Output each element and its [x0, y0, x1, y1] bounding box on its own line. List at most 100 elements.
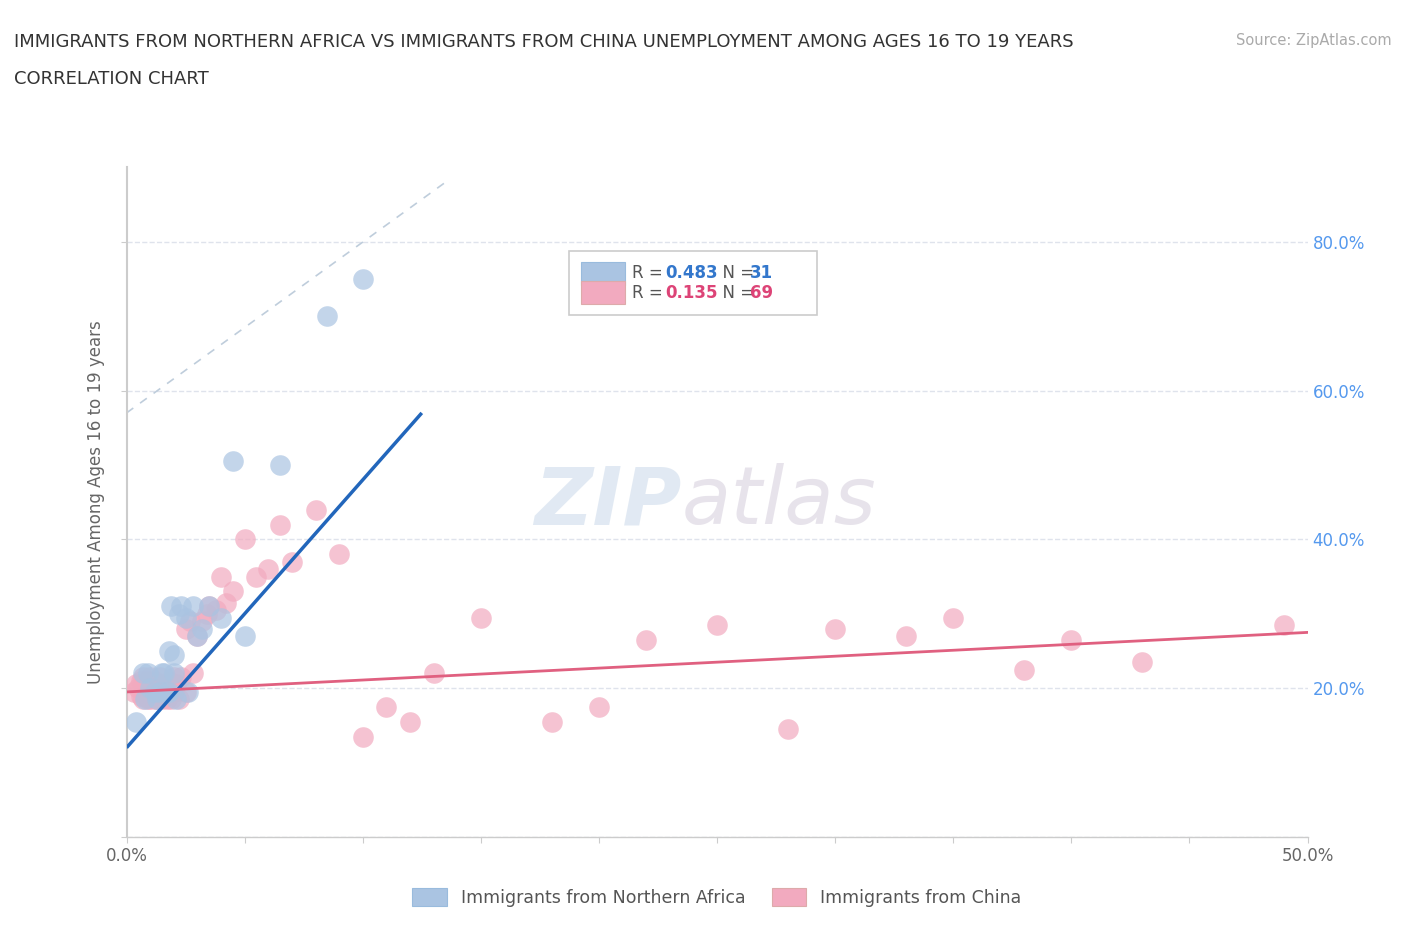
FancyBboxPatch shape	[569, 251, 817, 314]
Point	[143, 684, 166, 699]
Point	[160, 692, 183, 707]
Point	[257, 562, 280, 577]
Point	[186, 629, 208, 644]
Point	[153, 684, 176, 699]
Point	[167, 606, 190, 621]
Point	[134, 677, 156, 692]
Point	[399, 714, 422, 729]
Point	[163, 684, 186, 699]
Point	[149, 670, 172, 684]
Point	[422, 666, 444, 681]
Point	[824, 621, 846, 636]
Point	[328, 547, 350, 562]
Text: 0.135: 0.135	[665, 284, 717, 301]
Point	[1060, 632, 1083, 647]
Point	[191, 614, 214, 629]
Point	[132, 692, 155, 707]
Point	[352, 272, 374, 286]
Point	[1272, 618, 1295, 632]
Point	[170, 670, 193, 684]
Point	[136, 673, 159, 688]
Point	[233, 629, 256, 644]
Point	[215, 595, 238, 610]
Point	[139, 692, 162, 707]
Text: N =: N =	[713, 264, 759, 282]
Point	[195, 606, 218, 621]
Point	[163, 647, 186, 662]
Point	[174, 610, 197, 625]
Point	[588, 699, 610, 714]
Point	[139, 681, 162, 696]
Point	[134, 684, 156, 699]
Point	[222, 584, 245, 599]
Point	[470, 610, 492, 625]
Text: N =: N =	[713, 284, 759, 301]
Point	[1130, 655, 1153, 670]
Point	[122, 684, 145, 699]
Text: atlas: atlas	[682, 463, 876, 541]
Point	[127, 681, 149, 696]
Point	[163, 670, 186, 684]
Text: R =: R =	[633, 284, 668, 301]
Point	[146, 692, 169, 707]
Text: ZIP: ZIP	[534, 463, 682, 541]
Point	[160, 599, 183, 614]
Point	[181, 666, 204, 681]
Point	[636, 632, 658, 647]
Point	[139, 681, 162, 696]
Point	[129, 688, 152, 703]
Point	[281, 554, 304, 569]
Point	[170, 599, 193, 614]
Point	[156, 684, 179, 699]
Point	[894, 629, 917, 644]
Point	[186, 629, 208, 644]
Point	[143, 692, 166, 707]
Point	[540, 714, 562, 729]
Point	[316, 309, 339, 324]
Point	[269, 517, 291, 532]
Point	[352, 729, 374, 744]
Point	[167, 692, 190, 707]
Point	[125, 714, 148, 729]
Text: Source: ZipAtlas.com: Source: ZipAtlas.com	[1236, 33, 1392, 47]
Point	[125, 677, 148, 692]
Point	[129, 673, 152, 688]
Text: 31: 31	[751, 264, 773, 282]
Point	[174, 684, 197, 699]
Point	[146, 692, 169, 707]
Point	[198, 599, 221, 614]
Point	[209, 569, 232, 584]
Point	[153, 666, 176, 681]
Text: 0.483: 0.483	[665, 264, 717, 282]
Point	[134, 692, 156, 707]
Point	[132, 670, 155, 684]
Point	[706, 618, 728, 632]
Point	[156, 692, 179, 707]
Legend: Immigrants from Northern Africa, Immigrants from China: Immigrants from Northern Africa, Immigra…	[404, 879, 1031, 915]
Point	[177, 684, 200, 699]
Point	[1012, 662, 1035, 677]
Text: CORRELATION CHART: CORRELATION CHART	[14, 70, 209, 87]
Text: R =: R =	[633, 264, 668, 282]
Point	[132, 666, 155, 681]
Point	[942, 610, 965, 625]
Point	[149, 684, 172, 699]
Point	[233, 532, 256, 547]
Point	[245, 569, 267, 584]
Point	[269, 458, 291, 472]
Point	[157, 673, 180, 688]
Point	[150, 677, 173, 692]
Point	[149, 684, 172, 699]
Point	[143, 673, 166, 688]
Point	[181, 599, 204, 614]
Point	[205, 603, 228, 618]
Point	[375, 699, 398, 714]
FancyBboxPatch shape	[581, 262, 624, 285]
Point	[141, 684, 163, 699]
Point	[198, 599, 221, 614]
Point	[304, 502, 326, 517]
Text: 69: 69	[751, 284, 773, 301]
Point	[174, 621, 197, 636]
Y-axis label: Unemployment Among Ages 16 to 19 years: Unemployment Among Ages 16 to 19 years	[87, 320, 105, 684]
Point	[136, 666, 159, 681]
